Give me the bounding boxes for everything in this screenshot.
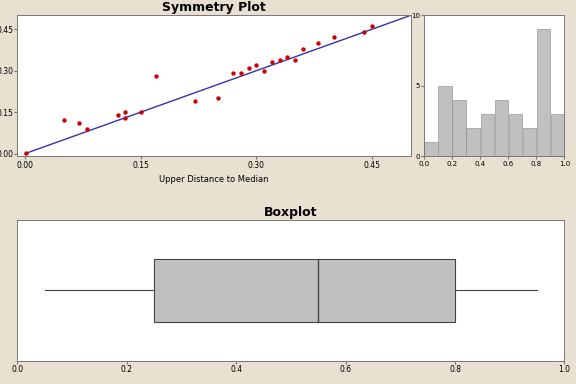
Bar bbox=[522, 128, 536, 156]
Point bbox=[367, 23, 377, 30]
Point bbox=[313, 40, 323, 46]
Bar bbox=[452, 100, 466, 156]
Point bbox=[360, 29, 369, 35]
Title: Boxplot: Boxplot bbox=[264, 206, 317, 219]
Point bbox=[283, 54, 292, 60]
Point bbox=[213, 95, 222, 101]
Point bbox=[229, 70, 238, 76]
Point bbox=[113, 112, 122, 118]
Point bbox=[329, 35, 338, 41]
Bar bbox=[509, 114, 522, 156]
Bar bbox=[438, 86, 452, 156]
Point bbox=[260, 68, 269, 74]
Bar bbox=[480, 114, 494, 156]
Point bbox=[267, 59, 276, 65]
X-axis label: Upper Distance to Median: Upper Distance to Median bbox=[159, 175, 269, 184]
Point bbox=[275, 56, 284, 63]
Point bbox=[59, 118, 68, 124]
Point bbox=[74, 120, 84, 126]
Bar bbox=[467, 128, 480, 156]
Bar bbox=[537, 30, 550, 156]
Point bbox=[244, 65, 253, 71]
Point bbox=[120, 109, 130, 115]
Bar bbox=[425, 142, 438, 156]
Point bbox=[298, 45, 307, 51]
Title: Symmetry Plot: Symmetry Plot bbox=[162, 1, 266, 14]
Point bbox=[120, 115, 130, 121]
Point bbox=[252, 62, 261, 68]
Point bbox=[190, 98, 199, 104]
Point bbox=[236, 70, 245, 76]
Bar bbox=[154, 259, 455, 322]
Bar bbox=[495, 100, 508, 156]
Point bbox=[290, 56, 300, 63]
Point bbox=[136, 109, 145, 115]
Point bbox=[21, 150, 31, 156]
Bar bbox=[551, 114, 564, 156]
Point bbox=[151, 73, 161, 79]
Point bbox=[82, 126, 92, 132]
